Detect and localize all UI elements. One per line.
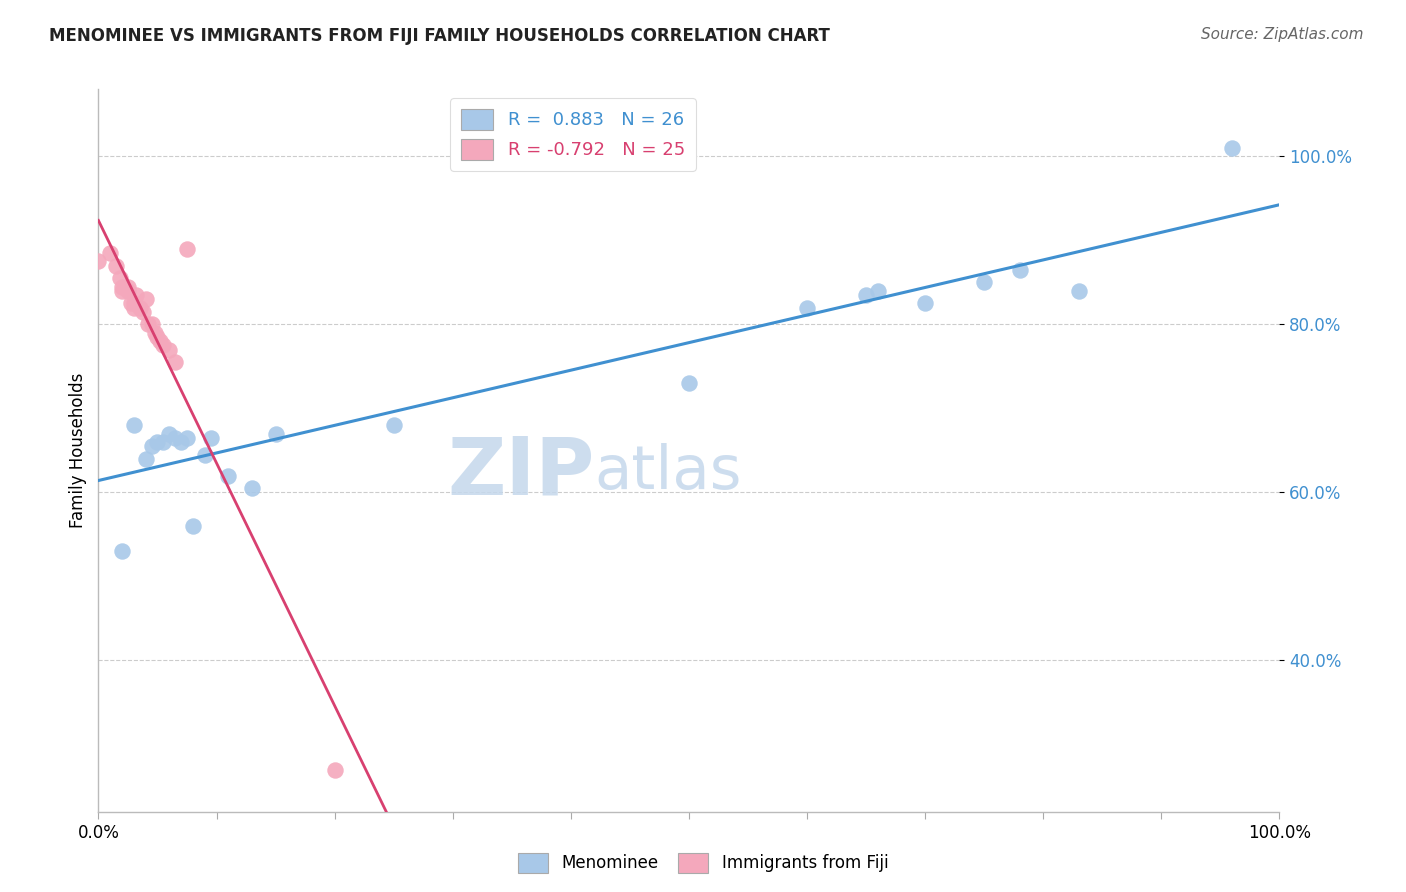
Point [855,288,877,302]
Point [181,519,204,533]
Point [157,426,180,441]
Point [217,468,239,483]
Point [1067,284,1090,298]
Point [973,276,995,290]
Point [240,481,263,495]
Point [125,288,148,302]
Legend: R =  0.883   N = 26, R = -0.792   N = 25: R = 0.883 N = 26, R = -0.792 N = 25 [450,98,696,170]
Point [323,763,346,777]
Point [141,318,163,332]
Point [108,271,131,285]
Point [678,376,700,391]
Point [111,284,134,298]
Point [1220,141,1243,155]
Point [170,435,193,450]
Point [141,439,163,453]
Point [105,259,128,273]
Point [165,431,187,445]
Text: MENOMINEE VS IMMIGRANTS FROM FIJI FAMILY HOUSEHOLDS CORRELATION CHART: MENOMINEE VS IMMIGRANTS FROM FIJI FAMILY… [49,27,830,45]
Text: atlas: atlas [595,442,742,501]
Text: ZIP: ZIP [447,434,595,511]
Point [122,301,145,315]
Point [194,448,217,462]
Point [157,343,180,357]
Point [128,301,150,315]
Point [165,355,187,369]
Point [122,296,145,310]
Point [200,431,222,445]
Point [111,279,134,293]
Point [111,544,134,558]
Point [143,326,166,340]
Point [866,284,889,298]
Point [914,296,936,310]
Point [117,284,139,298]
Point [264,426,287,441]
Point [382,418,405,433]
Point [135,451,157,466]
Point [98,246,121,260]
Point [1008,263,1031,277]
Text: Source: ZipAtlas.com: Source: ZipAtlas.com [1201,27,1364,42]
Point [122,418,145,433]
Point [796,301,818,315]
Point [146,435,169,450]
Point [135,292,157,306]
Point [136,318,159,332]
Point [152,435,174,450]
Point [87,254,110,268]
Point [132,305,155,319]
Point [146,330,169,344]
Point [117,279,139,293]
Legend: Menominee, Immigrants from Fiji: Menominee, Immigrants from Fiji [512,847,894,880]
Point [152,338,174,352]
Y-axis label: Family Households: Family Households [69,373,87,528]
Point [176,431,198,445]
Point [176,242,198,256]
Point [149,334,172,349]
Point [121,296,143,310]
